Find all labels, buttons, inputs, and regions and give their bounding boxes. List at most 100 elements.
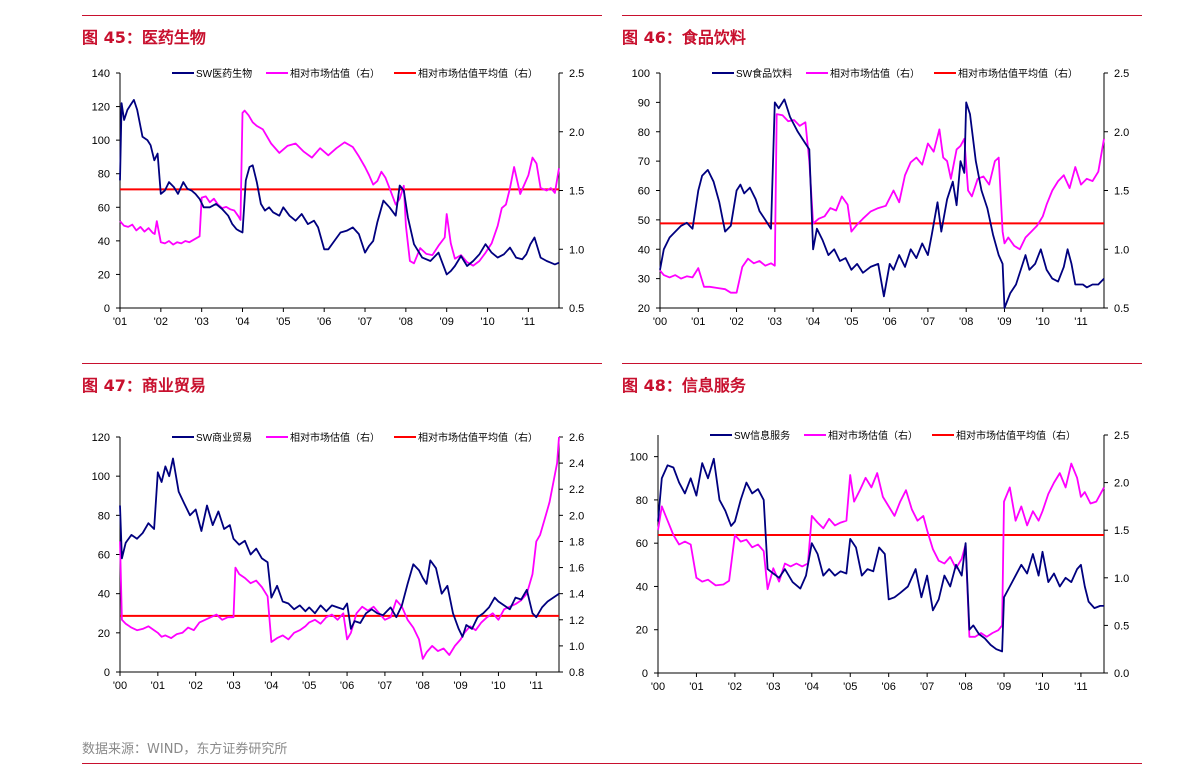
sw-series-line [119, 457, 560, 638]
left-tick-label: 60 [98, 202, 110, 214]
left-tick-label: 60 [98, 550, 110, 562]
left-tick-label: 60 [636, 538, 648, 550]
x-tick-label: '05 [276, 316, 290, 328]
x-tick-label: '03 [768, 316, 782, 328]
left-tick-label: 40 [636, 581, 648, 593]
sw-series-line [659, 98, 1105, 309]
x-tick-label: '11 [1074, 316, 1088, 328]
chart-commerce-trade: 0 20 40 60 80 100 120 0.8 1.0 1.2 1.4 1.6 1.8 2.0 2.2 2… [92, 431, 585, 692]
sw-series-line [657, 457, 1104, 653]
x-tick-label: '03 [766, 681, 780, 693]
right-tick-label: 1.0 [1114, 573, 1129, 585]
left-tick-label: 100 [92, 471, 110, 483]
relative-valuation-line [119, 436, 560, 660]
x-tick-label: '08 [399, 316, 413, 328]
right-tick-label: 0.5 [1114, 620, 1129, 632]
left-tick-label: 120 [92, 102, 110, 114]
panel-48-top-rule [622, 363, 1142, 364]
left-tick-label: 20 [636, 625, 648, 637]
x-tick-label: '09 [440, 316, 454, 328]
legend-relative-label: 相对市场估值（右） [828, 429, 918, 442]
right-tick-label: 1.0 [569, 244, 584, 256]
left-tick-label: 20 [98, 269, 110, 281]
x-tick-label: '00 [653, 316, 667, 328]
legend-sw-label: SW医药生物 [196, 67, 252, 80]
legend-sw-label: SW信息服务 [734, 429, 790, 442]
left-tick-label: 0 [104, 667, 110, 679]
x-tick-label: '06 [317, 316, 331, 328]
relative-valuation-line [657, 462, 1105, 638]
x-tick-label: '10 [480, 316, 494, 328]
right-tick-label: 2.0 [1114, 478, 1129, 490]
x-tick-label: '02 [728, 681, 742, 693]
x-tick-label: '07 [358, 316, 372, 328]
x-tick-label: '04 [806, 316, 820, 328]
x-tick-label: '01 [691, 316, 705, 328]
right-tick-label: 1.5 [1114, 186, 1129, 198]
left-tick-label: 50 [638, 215, 650, 227]
left-tick-label: 40 [98, 589, 110, 601]
bottom-rule [82, 763, 1142, 764]
x-tick-label: '01 [689, 681, 703, 693]
x-tick-label: '08 [959, 316, 973, 328]
left-tick-label: 20 [98, 628, 110, 640]
x-tick-label: '05 [843, 681, 857, 693]
x-tick-label: '11 [1074, 681, 1088, 693]
x-tick-label: '09 [453, 680, 467, 692]
legend-average-label: 相对市场估值平均值（右） [418, 431, 538, 444]
right-tick-label: 0.0 [1114, 668, 1129, 680]
panel-47-title: 图 47：商业贸易 [82, 376, 206, 395]
x-tick-label: '08 [416, 680, 430, 692]
left-tick-label: 70 [638, 156, 650, 168]
x-tick-label: '01 [113, 316, 127, 328]
right-tick-label: 1.5 [1114, 525, 1129, 537]
right-tick-label: 0.5 [569, 303, 584, 315]
x-tick-label: '08 [958, 681, 972, 693]
x-tick-label: '11 [522, 316, 536, 328]
x-tick-label: '00 [113, 680, 127, 692]
legend-relative-label: 相对市场估值（右） [830, 67, 920, 80]
x-tick-label: '09 [997, 681, 1011, 693]
panel-47-top-rule [82, 363, 602, 364]
right-tick-label: 2.0 [569, 127, 584, 139]
legend-sw-label: SW商业贸易 [196, 431, 252, 444]
legend-average-label: 相对市场估值平均值（右） [418, 67, 538, 80]
x-tick-label: '00 [651, 681, 665, 693]
right-tick-label: 2.2 [569, 484, 584, 496]
panel-45-title: 图 45：医药生物 [82, 28, 206, 47]
right-tick-label: 2.0 [569, 510, 584, 522]
x-tick-label: '02 [154, 316, 168, 328]
x-tick-label: '07 [378, 680, 392, 692]
left-tick-label: 100 [92, 135, 110, 147]
right-tick-label: 0.5 [1114, 303, 1129, 315]
right-tick-label: 1.4 [569, 589, 584, 601]
right-tick-label: 1.8 [569, 536, 584, 548]
legend-average-label: 相对市场估值平均值（右） [958, 67, 1078, 80]
relative-valuation-line [119, 109, 560, 267]
panel-46-title: 图 46：食品饮料 [622, 28, 746, 47]
legend-average-label: 相对市场估值平均值（右） [956, 429, 1076, 442]
x-tick-label: '04 [805, 681, 819, 693]
left-tick-label: 80 [638, 127, 650, 139]
relative-valuation-line [659, 113, 1105, 294]
x-tick-label: '05 [302, 680, 316, 692]
x-tick-label: '07 [920, 681, 934, 693]
x-tick-label: '06 [340, 680, 354, 692]
source-note: 数据来源：WIND，东方证券研究所 [82, 742, 288, 757]
left-tick-label: 40 [98, 236, 110, 248]
right-tick-label: 1.0 [1114, 244, 1129, 256]
x-tick-label: '02 [729, 316, 743, 328]
x-tick-label: '11 [530, 680, 544, 692]
chart-pharma: 0 20 40 60 80 100 120 140 0.5 1.0 1.5 2.0 2.5 '01 '02 '… [92, 67, 585, 328]
right-tick-label: 0.8 [569, 667, 584, 679]
legend-relative-label: 相对市场估值（右） [290, 67, 380, 80]
right-tick-label: 2.5 [1114, 430, 1129, 442]
left-tick-label: 30 [638, 274, 650, 286]
x-tick-label: '06 [882, 681, 896, 693]
right-tick-label: 1.2 [569, 615, 584, 627]
x-tick-label: '01 [151, 680, 165, 692]
panel-48-title: 图 48：信息服务 [622, 376, 746, 395]
right-tick-label: 2.4 [569, 458, 584, 470]
legend-sw-label: SW食品饮料 [736, 67, 792, 80]
sw-series-line [119, 99, 560, 276]
